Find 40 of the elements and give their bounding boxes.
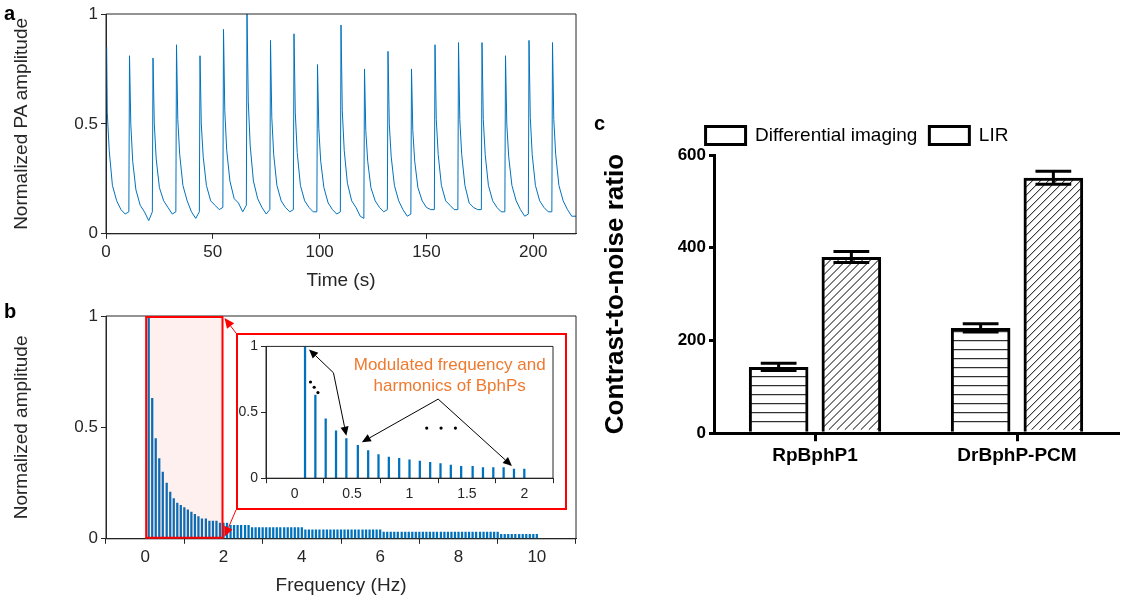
y-tick-label: 600 — [677, 144, 706, 164]
y-tick-label: 0 — [88, 223, 98, 243]
y-tick-label: 200 — [677, 330, 706, 350]
chart-title: b — [4, 299, 17, 322]
x-tick-label: 1.5 — [457, 485, 477, 502]
y-tick-label: 1 — [88, 3, 98, 23]
x-tick-label: 150 — [412, 241, 441, 261]
y-tick-label: 1 — [88, 305, 98, 325]
y-tick-label: 0 — [250, 469, 259, 486]
x-tick-label: 6 — [375, 546, 385, 566]
y-axis-title: Normalized amplitude — [9, 335, 31, 520]
x-tick-label: 2 — [218, 546, 229, 566]
x-tick-label: 50 — [203, 241, 223, 261]
x-tick-label: 0.5 — [342, 485, 363, 502]
x-tick-label: 8 — [453, 546, 464, 566]
annotation: Modulated frequency and harmonics of BphPs — [353, 354, 546, 395]
x-tick-label: DrBphP-PCM — [957, 443, 1077, 465]
x-tick-label: RpBphP1 — [772, 443, 859, 465]
legend-label: LIR — [978, 123, 1009, 145]
chart-title: c — [594, 111, 606, 134]
x-tick-label: 10 — [527, 546, 547, 566]
x-axis-title: Frequency (Hz) — [275, 573, 407, 595]
x-tick-label: 0 — [101, 241, 111, 261]
y-tick-label: 0 — [88, 528, 98, 548]
y-tick-label: 1 — [250, 337, 259, 354]
x-tick-label: 1 — [405, 485, 414, 502]
y-tick-label: 0 — [696, 422, 706, 442]
y-tick-label: 400 — [677, 237, 706, 257]
x-tick-label: 100 — [305, 241, 334, 261]
x-tick-label: 2 — [520, 485, 529, 502]
x-tick-label: 0 — [290, 485, 299, 502]
y-axis-title: Contrast-to-noise ratio — [598, 153, 629, 435]
x-tick-label: 4 — [297, 546, 307, 566]
x-tick-label: 200 — [519, 241, 548, 261]
y-tick-label: 0.5 — [74, 113, 98, 133]
x-axis-title: Time (s) — [306, 268, 376, 290]
x-tick-label: 0 — [140, 546, 150, 566]
y-tick-label: 0.5 — [74, 417, 98, 437]
legend-label: Differential imaging — [755, 123, 918, 145]
y-tick-label: 0.5 — [238, 403, 259, 420]
